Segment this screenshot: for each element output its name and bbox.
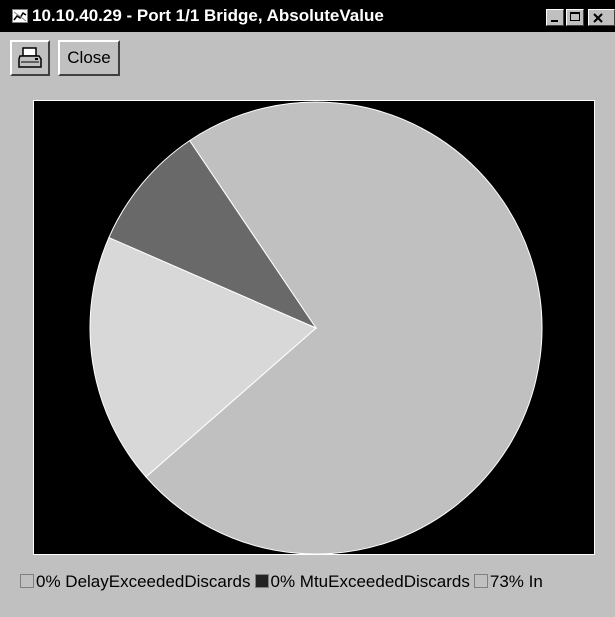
legend-swatch (473, 574, 488, 588)
printer-icon (18, 47, 42, 68)
window-title: 10.10.40.29 - Port 1/1 Bridge, AbsoluteV… (32, 6, 384, 25)
pie-slice-2 (89, 236, 317, 478)
legend-item: 73% In (473, 572, 543, 592)
legend-swatch (254, 574, 269, 588)
title-bar[interactable]: 10.10.40.29 - Port 1/1 Bridge, AbsoluteV… (0, 0, 615, 32)
chart-app-icon (12, 9, 28, 23)
legend-label: 73% In (489, 572, 543, 591)
legend-label: 0% DelayExceededDiscards (36, 572, 251, 591)
toolbar: Close (0, 32, 615, 80)
maximize-icon (570, 12, 580, 21)
minimize-icon (551, 20, 558, 22)
chart-legend: 0% DelayExceededDiscards 0% MtuExceededDi… (20, 572, 615, 596)
pie-chart (33, 100, 595, 555)
legend-swatch (20, 574, 34, 588)
legend-label: 0% MtuExceededDiscards (270, 572, 470, 591)
legend-item: 0% MtuExceededDiscards (254, 572, 470, 592)
pie-slice-1 (145, 101, 543, 554)
close-button[interactable]: Close (58, 40, 120, 76)
print-button[interactable] (10, 40, 50, 76)
minimize-button[interactable] (546, 9, 564, 26)
maximize-button[interactable] (566, 9, 584, 26)
window-close-button[interactable] (588, 9, 615, 26)
pie-slice-3 (108, 139, 318, 330)
close-icon (593, 13, 603, 23)
legend-item: 0% DelayExceededDiscards (20, 572, 251, 592)
